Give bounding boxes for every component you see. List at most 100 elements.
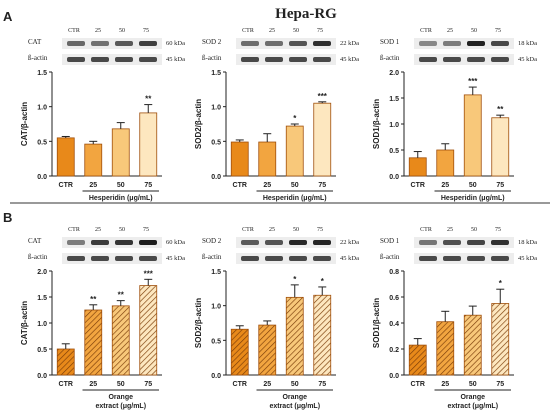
- blot-band: [443, 41, 461, 46]
- x-tick-label: CTR: [233, 182, 247, 189]
- blot-lane-label: 50: [293, 28, 299, 34]
- blot-band: [139, 57, 157, 62]
- blot-band: [67, 57, 85, 62]
- blot-lane-label: 75: [495, 28, 501, 34]
- blot-size-label: 45 kDa: [340, 255, 359, 262]
- blot-lane-label: 75: [317, 28, 323, 34]
- blot-protein-label: ß-actin: [202, 54, 222, 62]
- blot-band: [467, 57, 485, 62]
- bar: [285, 296, 304, 376]
- x-tick-label: 75: [496, 381, 504, 388]
- bar: [463, 94, 482, 177]
- significance-mark: **: [118, 291, 125, 300]
- blot-lane-label: 25: [447, 227, 453, 233]
- blot-band: [419, 57, 437, 62]
- blot-size-label: 22 kDa: [340, 40, 359, 47]
- y-tick-label: 1.0: [389, 122, 399, 129]
- blot-lane-label: 50: [471, 227, 477, 233]
- blot-band: [419, 256, 437, 261]
- blot-size-label: 60 kDa: [166, 40, 185, 47]
- x-tick-label: 50: [117, 182, 125, 189]
- blot-band: [91, 240, 109, 245]
- blot-band: [139, 256, 157, 261]
- y-tick-label: 1.0: [37, 105, 47, 112]
- y-tick-label: 0.5: [211, 338, 221, 345]
- blot-band: [115, 240, 133, 245]
- y-tick-label: 0.0: [389, 174, 399, 181]
- y-tick-label: 0.5: [37, 347, 47, 354]
- blot-band: [443, 57, 461, 62]
- bar: [285, 125, 304, 177]
- blot-lane-label: CTR: [68, 28, 80, 34]
- x-tick-label: 25: [89, 381, 97, 388]
- y-axis-label: CAT/β-actin: [20, 301, 29, 345]
- significance-mark: **: [90, 295, 97, 304]
- x-axis-label: Hesperidin (μg/mL): [263, 195, 327, 202]
- significance-mark: *: [499, 279, 503, 288]
- bar: [436, 321, 455, 376]
- y-tick-label: 2.0: [389, 70, 399, 77]
- blot-band: [313, 256, 331, 261]
- y-tick-label: 0.8: [389, 269, 399, 276]
- x-axis-label: Orange: [460, 394, 485, 401]
- significance-mark: ***: [144, 269, 154, 278]
- blot-protein-label: SOD 2: [202, 38, 222, 46]
- y-tick-label: 0.0: [37, 174, 47, 181]
- blot-band: [91, 57, 109, 62]
- blot-strip: [62, 253, 162, 264]
- blot-band: [115, 256, 133, 261]
- blot-size-label: 45 kDa: [166, 255, 185, 262]
- y-axis-label: SOD1/β-actin: [372, 298, 381, 348]
- bar: [258, 324, 277, 376]
- blot-band: [419, 41, 437, 46]
- significance-mark: *: [293, 114, 297, 123]
- y-tick-label: 0.5: [211, 139, 221, 146]
- blot-lane-label: 25: [269, 28, 275, 34]
- blot-band: [491, 57, 509, 62]
- blot-band: [289, 240, 307, 245]
- bar: [139, 112, 158, 177]
- blot-band: [139, 240, 157, 245]
- x-tick-label: 75: [144, 182, 152, 189]
- significance-mark: **: [145, 95, 152, 104]
- significance-mark: ***: [318, 92, 328, 101]
- blot-band: [289, 57, 307, 62]
- x-tick-label: 25: [263, 381, 271, 388]
- blot-lane-label: CTR: [242, 227, 254, 233]
- bar: [56, 348, 75, 376]
- blot-size-label: 45 kDa: [518, 255, 537, 262]
- x-axis-label: Orange: [108, 394, 133, 401]
- bar: [139, 285, 158, 376]
- blot-lane-label: 75: [143, 28, 149, 34]
- blot-strip: [62, 237, 162, 248]
- significance-mark: ***: [468, 77, 478, 86]
- blot-band: [491, 41, 509, 46]
- blot-size-label: 18 kDa: [518, 239, 537, 246]
- y-axis-label: SOD2/β-actin: [194, 298, 203, 348]
- figure-title: Hepa-RG: [275, 6, 337, 22]
- y-tick-label: 0.5: [37, 139, 47, 146]
- y-tick-label: 1.5: [211, 269, 221, 276]
- blot-strip: [236, 38, 336, 49]
- bar: [491, 303, 510, 376]
- y-axis-label: SOD2/β-actin: [194, 99, 203, 149]
- y-tick-label: 0.0: [389, 373, 399, 380]
- x-tick-label: 50: [117, 381, 125, 388]
- bar: [436, 149, 455, 177]
- blot-band: [139, 41, 157, 46]
- blot-lane-label: 50: [119, 28, 125, 34]
- bar: [84, 309, 103, 376]
- blot-band: [91, 41, 109, 46]
- blot-strip: [236, 237, 336, 248]
- bar: [230, 141, 249, 177]
- blot-protein-label: ß-actin: [380, 54, 400, 62]
- blot-band: [115, 57, 133, 62]
- x-tick-label: 50: [469, 182, 477, 189]
- blot-band: [313, 57, 331, 62]
- bar: [408, 157, 427, 177]
- x-tick-label: 25: [89, 182, 97, 189]
- y-tick-label: 0.5: [389, 148, 399, 155]
- x-tick-label: CTR: [59, 381, 73, 388]
- blot-lane-label: CTR: [68, 227, 80, 233]
